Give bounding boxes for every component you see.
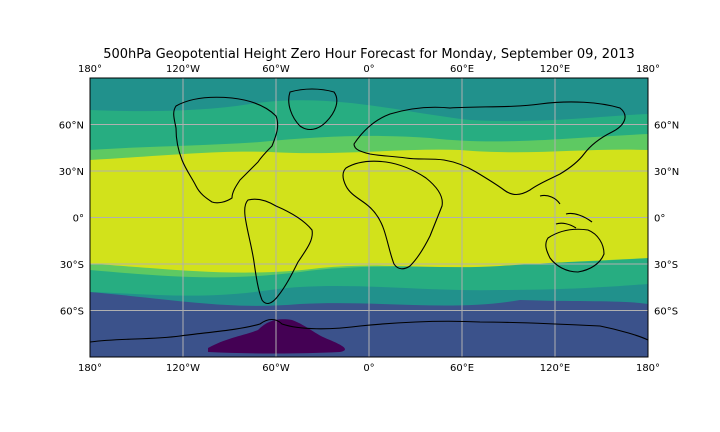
lat-tick-label-right: 0° xyxy=(654,214,665,225)
lon-tick-label-top: 180° xyxy=(78,64,102,75)
coastline-africa xyxy=(342,160,443,270)
lat-tick-label-right: 60°N xyxy=(654,121,679,132)
lon-tick-label-bottom: 0° xyxy=(363,363,374,374)
lat-tick-label-right: 30°S xyxy=(654,260,678,271)
coastline-south-america xyxy=(244,198,313,305)
lat-labels-left: 60°N 30°N 0° 30°S 60°S xyxy=(59,121,84,318)
lat-tick-label-left: 0° xyxy=(73,214,84,225)
lat-tick-label-right: 60°S xyxy=(654,307,678,318)
chart-title: 500hPa Geopotential Height Zero Hour For… xyxy=(103,47,635,62)
lon-tick-label-bottom: 180° xyxy=(78,363,102,374)
lat-labels-right: 60°N 30°N 0° 30°S 60°S xyxy=(654,121,679,318)
lon-tick-label-bottom: 180° xyxy=(636,363,660,374)
map-area xyxy=(90,78,648,357)
map-frame xyxy=(89,77,649,358)
coastline-greenland xyxy=(288,88,338,131)
lat-tick-label-left: 60°N xyxy=(59,121,84,132)
lon-tick-label-top: 120°E xyxy=(540,64,570,75)
lon-tick-label-top: 60°E xyxy=(450,64,474,75)
lon-labels-bottom: 180° 120°W 60°W 0° 60°E 120°E 180° xyxy=(78,363,660,374)
coastline-antarctica xyxy=(90,318,648,343)
coastline-north-america xyxy=(173,96,279,204)
lon-tick-label-bottom: 60°W xyxy=(262,363,290,374)
coastline-islands-asia xyxy=(539,194,593,229)
lon-labels-top: 180° 120°W 60°W 0° 60°E 120°E 180° xyxy=(78,64,660,75)
lat-tick-label-left: 30°N xyxy=(59,167,84,178)
coastline-europe-asia xyxy=(353,101,626,196)
lon-tick-label-top: 120°W xyxy=(166,64,200,75)
lat-tick-label-left: 60°S xyxy=(60,307,84,318)
lat-tick-label-left: 30°S xyxy=(60,260,84,271)
lon-tick-label-top: 0° xyxy=(363,64,374,75)
coastlines xyxy=(90,88,648,343)
lat-tick-label-right: 30°N xyxy=(654,167,679,178)
lon-tick-label-top: 60°W xyxy=(262,64,290,75)
lon-tick-label-bottom: 120°E xyxy=(540,363,570,374)
coastline-australia xyxy=(545,228,605,273)
lon-tick-label-bottom: 120°W xyxy=(166,363,200,374)
lon-tick-label-top: 180° xyxy=(636,64,660,75)
lon-tick-label-bottom: 60°E xyxy=(450,363,474,374)
